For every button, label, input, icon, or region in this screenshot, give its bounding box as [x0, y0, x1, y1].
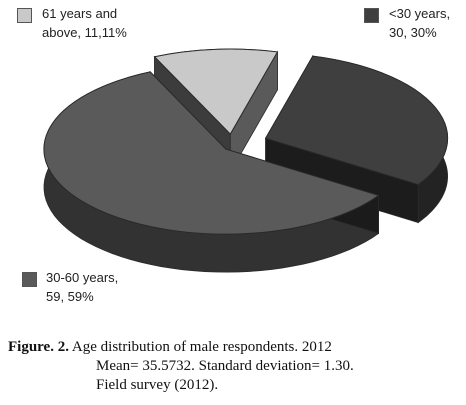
caption-line-2: Mean= 35.5732. Standard deviation= 1.30. — [96, 358, 354, 374]
pie-chart — [43, 48, 449, 273]
legend-label-30-60: 30-60 years, 59, 59% — [46, 270, 119, 304]
pie-slice-under-30-top — [264, 55, 449, 186]
pie-slice-61-and-above-top — [153, 48, 279, 135]
figure-caption: Figure. 2. Age distribution of male resp… — [8, 338, 460, 395]
caption-line-3: Field survey (2012). — [96, 377, 219, 393]
legend-label-61-and-above: 61 years and above, 11,11% — [42, 6, 127, 40]
legend-swatch-under-30 — [364, 8, 379, 23]
figure-label: Figure. 2. — [8, 339, 69, 355]
caption-line-1: Age distribution of male respondents. 20… — [71, 339, 332, 355]
legend-swatch-61-and-above — [17, 8, 32, 23]
pie-slice-30-60-top — [43, 71, 380, 235]
legend-swatch-30-60 — [22, 272, 37, 287]
legend-label-under-30: <30 years, 30, 30% — [389, 6, 451, 40]
